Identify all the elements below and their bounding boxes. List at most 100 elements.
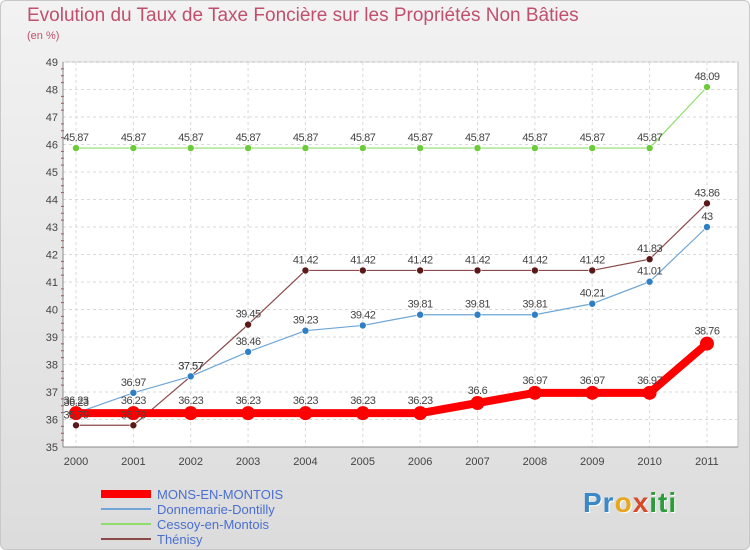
data-point [531,310,539,319]
data-point [416,144,424,152]
data-label: 41.42 [522,254,547,266]
y-tick-label: 47 [46,112,58,124]
data-label: 36.23 [350,395,375,407]
data-label: 45.87 [522,132,547,144]
x-tick-label: 2009 [580,456,604,468]
legend-label: Donnemarie-Dontilly [157,502,275,517]
data-point [527,385,542,400]
data-point [588,144,597,152]
data-point [699,336,714,351]
y-tick-label: 39 [46,332,58,344]
logo-part-2: o [614,487,633,518]
data-label: 36.97 [522,375,547,387]
data-point [588,266,597,275]
data-label: 41.42 [350,254,375,266]
data-point [703,199,711,208]
series-line [75,202,708,426]
data-point [588,299,597,308]
data-label: 41.42 [465,254,490,266]
data-label: 37.57 [178,360,203,372]
data-label: 36.23 [178,395,203,407]
data-point [355,406,370,421]
data-point [703,223,711,231]
data-label: 36.97 [121,377,146,389]
x-tick-label: 2003 [236,456,260,468]
data-label: 36.23 [63,395,88,407]
y-tick-label: 37 [46,387,58,399]
data-point [126,406,141,421]
data-label: 38.46 [236,336,261,348]
y-tick-label: 46 [46,140,58,152]
data-point [301,266,310,275]
data-label: 36.23 [121,395,146,407]
y-tick-label: 40 [46,305,58,317]
x-tick-label: 2001 [121,456,145,468]
data-label: 39.42 [350,309,375,321]
data-label: 43 [701,211,713,223]
x-tick-label: 2000 [64,456,88,468]
data-point [703,83,711,91]
data-label: 36.6 [468,385,488,397]
data-point [358,321,367,330]
y-tick-label: 48 [46,85,58,97]
data-label: 45.87 [580,132,605,144]
data-label: 45.87 [465,132,490,144]
data-point [244,144,252,152]
data-point [129,389,138,397]
data-point [244,320,252,329]
series-line [75,86,708,149]
legend-label: MONS-EN-MONTOIS [157,487,283,502]
data-label: 45.87 [236,132,261,144]
data-label: 36.23 [63,397,88,409]
data-point [241,406,256,421]
data-label: 36.23 [293,395,318,407]
data-label: 39.45 [236,309,261,321]
series-line [72,339,711,418]
data-point [298,406,313,421]
data-label: 45.87 [178,132,203,144]
data-point [358,144,367,152]
data-point [473,310,482,319]
data-label: 45.87 [63,132,88,144]
data-label: 36.23 [236,395,261,407]
data-point [183,406,198,421]
y-tick-label: 42 [46,250,58,262]
data-point [473,266,482,275]
data-point [358,266,367,275]
y-tick-label: 41 [46,277,58,289]
data-point [72,144,80,152]
data-label: 40.21 [580,288,605,300]
y-tick-label: 35 [46,442,58,454]
data-point [244,348,252,356]
data-point [645,144,654,152]
y-tick-label: 49 [46,57,58,69]
x-tick-label: 2007 [465,456,489,468]
data-label: 36.97 [637,375,662,387]
data-label: 36.23 [408,395,433,407]
chart-title: Evolution du Taux de Taxe Foncière sur l… [27,5,579,26]
data-point [531,266,539,275]
data-label: 48.09 [694,71,719,83]
data-label: 41.42 [293,254,318,266]
data-point [186,372,195,381]
data-label: 35.79 [121,409,146,421]
data-label: 39.81 [522,299,547,311]
data-label: 38.76 [694,326,719,338]
y-tick-label: 36 [46,415,58,427]
data-label: 45.87 [637,132,662,144]
data-label: 41.01 [637,266,662,278]
proxiti-logo: Proxiti [583,487,677,519]
data-label: 39.81 [465,299,490,311]
data-label: 45.87 [121,132,146,144]
data-point [473,144,482,152]
data-point [416,310,424,319]
y-tick-label: 44 [46,195,58,207]
data-point [645,255,654,263]
data-point [129,421,138,430]
y-axis-unit: (en %) [27,30,60,42]
data-point [645,277,654,286]
legend-label: Thénisy [157,532,203,547]
data-label: 45.87 [408,132,433,144]
